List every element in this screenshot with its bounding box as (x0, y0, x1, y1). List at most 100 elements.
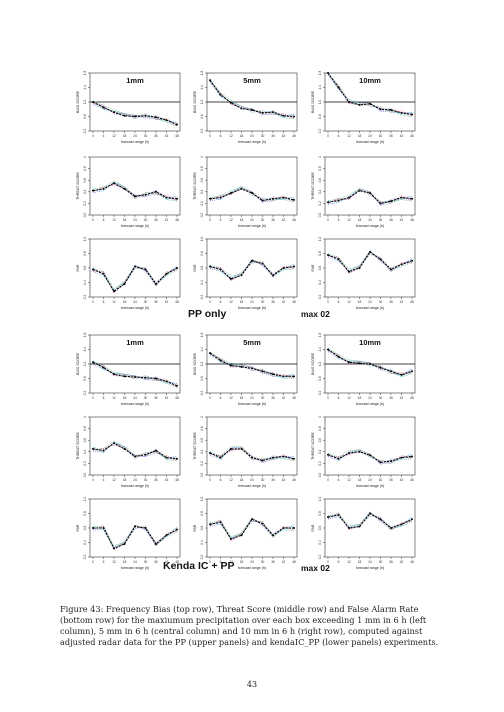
data-point (411, 518, 413, 521)
x-tick-label: 48 (410, 396, 414, 400)
x-tick-label: 24 (133, 560, 137, 564)
data-point (209, 197, 211, 200)
member-series-line (92, 525, 178, 547)
x-tick-label: 6 (103, 560, 105, 564)
x-tick-label: 0 (209, 134, 211, 138)
y-tick-label: 1.0 (200, 362, 204, 367)
data-point (144, 376, 147, 379)
y-tick-label: 1.4 (318, 347, 322, 352)
data-point (369, 512, 371, 515)
y-tick-label: 0.6 (200, 114, 204, 119)
x-tick-label: 24 (250, 300, 254, 304)
mean-series-line (209, 352, 294, 377)
x-tick-label: 30 (261, 300, 265, 304)
y-tick-label: 1.0 (83, 362, 87, 367)
x-tick-label: 36 (389, 134, 393, 138)
data-point (92, 101, 94, 103)
x-tick-label: 12 (112, 560, 116, 564)
data-point (272, 274, 274, 277)
x-tick-label: 18 (123, 300, 127, 304)
x-tick-label: 0 (92, 134, 94, 138)
data-point (348, 270, 350, 273)
member-series-line (209, 521, 295, 539)
data-point (358, 267, 361, 269)
mean-series-line (92, 182, 178, 200)
x-tick-label: 18 (123, 218, 127, 222)
y-axis-label: FAR (76, 264, 80, 271)
member-series-line (327, 450, 413, 462)
x-tick-label: 6 (103, 478, 105, 482)
data-point (230, 447, 232, 450)
x-tick-label: 12 (229, 300, 233, 304)
member-series-line (92, 103, 178, 123)
x-tick-label: 48 (292, 218, 296, 222)
panel-frame (324, 238, 416, 298)
y-tick-label: 1.4 (200, 347, 204, 352)
y-tick-label: 0.8 (200, 426, 204, 431)
x-tick-label: 24 (368, 396, 372, 400)
data-point (282, 527, 285, 529)
panel-threshold-label: 1mm (126, 338, 144, 347)
data-point (165, 272, 168, 275)
data-point (400, 523, 403, 526)
x-axis-label: forecast range (h) (356, 402, 384, 406)
x-tick-label: 18 (240, 218, 244, 222)
mean-series-line (209, 188, 295, 202)
x-tick-label: 0 (209, 560, 211, 564)
y-tick-label: 0.6 (318, 114, 322, 119)
data-point (165, 380, 168, 383)
data-point (219, 521, 222, 524)
mean-series-line (209, 518, 294, 540)
data-point (293, 198, 295, 201)
data-point (92, 527, 94, 529)
y-tick-label: 0.4 (200, 280, 204, 285)
data-point (92, 189, 94, 192)
x-tick-label: 18 (358, 396, 362, 400)
x-tick-label: 6 (220, 300, 222, 304)
x-tick-label: 24 (368, 560, 372, 564)
data-point (219, 196, 222, 199)
data-point (134, 455, 136, 458)
x-tick-label: 0 (92, 300, 94, 304)
y-tick-label: 0.2 (83, 461, 87, 466)
y-tick-label: 0.8 (200, 166, 204, 171)
y-tick-label: 0.4 (83, 540, 87, 545)
y-tick-label: 0.6 (318, 526, 322, 531)
data-point (123, 187, 126, 190)
y-tick-label: 1.8 (83, 71, 87, 76)
member-series-line (92, 363, 178, 388)
y-tick-label: 0.6 (318, 438, 322, 443)
x-tick-label: 36 (271, 478, 275, 482)
data-point (155, 190, 157, 193)
x-tick-label: 36 (271, 560, 275, 564)
data-point (144, 453, 147, 456)
x-tick-label: 48 (292, 396, 296, 400)
data-point (358, 103, 361, 106)
y-tick-label: 0.0 (200, 213, 204, 218)
data-point (251, 456, 253, 459)
y-tick-label: 0.6 (83, 376, 87, 381)
x-tick-label: 30 (144, 560, 148, 564)
x-tick-label: 0 (209, 396, 211, 400)
data-point (123, 542, 126, 545)
data-point (348, 361, 350, 364)
x-tick-label: 30 (144, 218, 148, 222)
y-tick-label: 0.0 (318, 213, 322, 218)
x-axis-label: forecast range (h) (121, 484, 149, 488)
data-point (219, 456, 222, 459)
member-series-line (327, 449, 413, 463)
x-tick-label: 0 (327, 478, 329, 482)
data-point (282, 114, 285, 117)
y-axis-label: THREAT SCORE (76, 431, 80, 459)
member-series-line (209, 186, 295, 203)
x-tick-label: 18 (240, 134, 244, 138)
y-tick-label: 0.6 (318, 266, 322, 271)
x-tick-label: 30 (379, 300, 383, 304)
member-series-line (327, 252, 413, 272)
x-tick-label: 42 (282, 218, 286, 222)
data-point (123, 375, 126, 378)
x-tick-label: 12 (347, 478, 351, 482)
data-point (327, 253, 329, 256)
x-tick-label: 36 (271, 218, 275, 222)
member-series-line (92, 265, 178, 290)
